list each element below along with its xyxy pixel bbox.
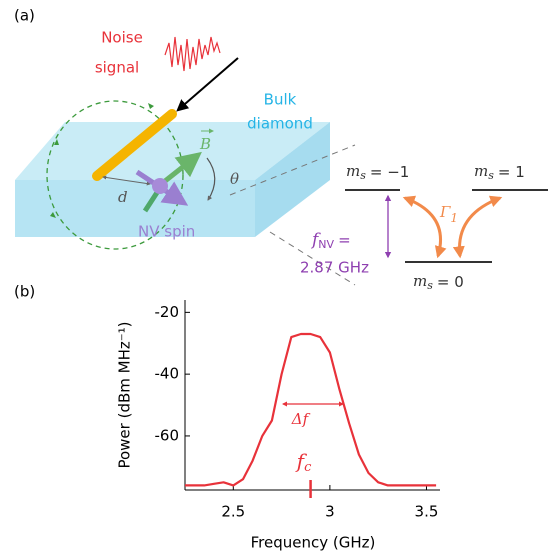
- diamond-label: Bulk: [264, 91, 297, 109]
- figure: (a) Noise signal Bulk diamond d θ B NV s…: [0, 0, 560, 556]
- panel-a: (a) Noise signal Bulk diamond d θ B NV s…: [14, 7, 548, 293]
- rate-label: Γ1: [439, 203, 458, 225]
- level-label: ms= 1: [474, 162, 525, 182]
- transition-label: fNV=: [310, 230, 351, 252]
- diamond-label: diamond: [247, 115, 313, 133]
- nv-center: [152, 178, 168, 194]
- slab-front: [15, 180, 255, 237]
- noise-label: signal: [95, 59, 139, 77]
- transition-frequency: 2.87 GHz: [300, 259, 369, 277]
- panel-b: (b) Frequency (GHz) Power (dBm MHz⁻¹) Δf…: [14, 283, 440, 552]
- panel-label: (a): [14, 7, 35, 25]
- spin-label: NV spin: [138, 223, 195, 241]
- noise-arrow: [178, 58, 238, 110]
- y-tick-label: -40: [155, 365, 180, 383]
- y-axis-label: Power (dBm MHz⁻¹): [116, 321, 134, 468]
- y-tick-label: -20: [155, 303, 180, 321]
- x-tick-label: 3.5: [415, 503, 439, 521]
- panel-label: (b): [14, 283, 35, 301]
- level-label: ms= −1: [346, 162, 409, 182]
- field-label: B: [199, 135, 211, 153]
- x-axis-label: Frequency (GHz): [251, 534, 376, 552]
- y-tick-label: -60: [155, 426, 180, 444]
- x-tick-label: 2.5: [221, 503, 245, 521]
- distance-label: d: [118, 188, 128, 206]
- x-tick-label: 3: [325, 503, 335, 521]
- transition-arrow: [405, 198, 441, 256]
- noise-label: Noise: [101, 29, 143, 47]
- level-label: ms= 0: [413, 272, 464, 292]
- width-label: Δf: [291, 410, 311, 428]
- transition-arrow: [460, 198, 501, 256]
- angle-label: θ: [230, 170, 239, 188]
- noise-waveform: [165, 37, 220, 71]
- center-label: fc: [295, 449, 312, 475]
